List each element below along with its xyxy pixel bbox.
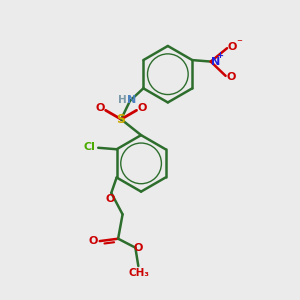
Text: O: O	[95, 103, 104, 113]
Text: +: +	[216, 50, 223, 59]
Text: N: N	[212, 57, 221, 67]
Text: O: O	[138, 103, 147, 113]
Text: CH₃: CH₃	[128, 268, 149, 278]
Text: O: O	[106, 194, 116, 204]
Text: S: S	[117, 113, 126, 126]
Text: O: O	[134, 243, 143, 253]
Text: H: H	[118, 95, 127, 105]
Text: Cl: Cl	[84, 142, 96, 152]
Text: O: O	[226, 72, 236, 82]
Text: O: O	[228, 42, 237, 52]
Text: ⁻: ⁻	[236, 38, 242, 48]
Text: O: O	[88, 236, 98, 245]
Text: N: N	[127, 95, 136, 105]
